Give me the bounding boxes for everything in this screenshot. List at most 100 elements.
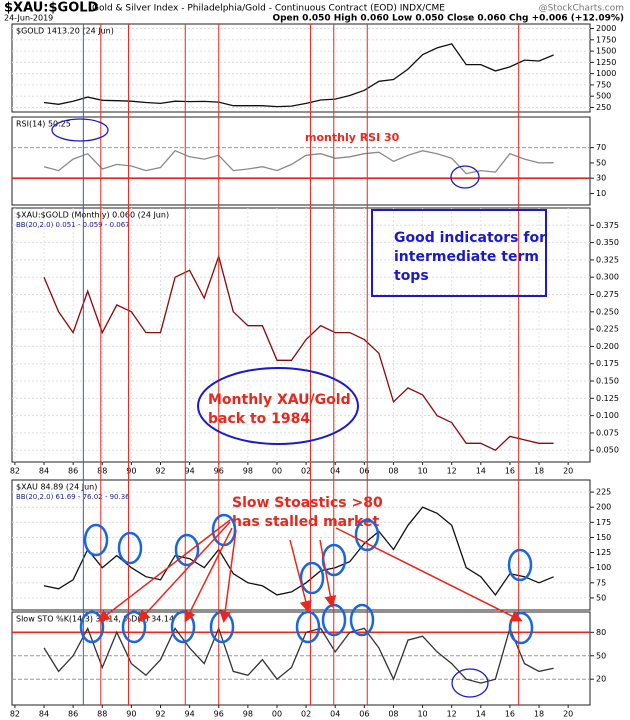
highlight-shape <box>354 518 380 552</box>
x-tick-label: 16 <box>505 467 515 476</box>
x-tick-label: 18 <box>534 467 544 476</box>
date: 24-Jun-2019 <box>4 14 53 23</box>
x-tick-label: 94 <box>185 467 195 476</box>
highlight-shape <box>170 610 196 644</box>
panel-title: RSI(14) 50.25 <box>16 120 71 129</box>
y-tick-label: 175 <box>596 518 611 527</box>
highlight-shape <box>51 118 109 142</box>
y-tick-label: 0.325 <box>596 255 619 264</box>
x-tick-label: 88 <box>97 710 107 719</box>
y-tick-label: 1000 <box>596 69 616 78</box>
x-tick-label: 10 <box>417 710 427 719</box>
y-tick-label: 0.225 <box>596 325 619 334</box>
highlight-shape <box>349 603 375 637</box>
panel <box>11 116 591 206</box>
x-tick-label: 18 <box>534 710 544 719</box>
y-tick-label: 2000 <box>596 24 616 33</box>
y-tick-label: 0.300 <box>596 273 619 282</box>
x-tick-label: 02 <box>301 467 311 476</box>
highlight-shape <box>319 539 337 608</box>
y-tick-label: 200 <box>596 503 611 512</box>
highlight-shape <box>299 561 325 595</box>
panel-title: $XAU:$GOLD (Monthly) 0.060 (24 Jun) <box>16 211 169 220</box>
y-tick-label: 20 <box>596 675 606 684</box>
x-tick-label: 92 <box>155 710 165 719</box>
x-tick-label: 06 <box>359 467 369 476</box>
annotation: monthly RSI 30 <box>305 131 400 144</box>
y-tick-label: 125 <box>596 548 611 557</box>
x-tick-label: 90 <box>126 467 136 476</box>
panel-title: Slow STO %K(14,3) 33.14, %D(3) 34.14 <box>16 615 174 624</box>
x-tick-label: 86 <box>68 710 78 719</box>
panel-subtitle: BB(20,2.0) 61.69 - 76.02 - 90.36 <box>16 493 130 501</box>
y-tick-label: 0.125 <box>596 394 619 403</box>
x-tick-label: 90 <box>126 710 136 719</box>
panel <box>11 611 591 706</box>
x-tick-label: 82 <box>10 710 20 719</box>
y-tick-label: 50 <box>596 593 606 602</box>
x-tick-label: 94 <box>185 710 195 719</box>
highlight-shape <box>289 539 312 613</box>
y-tick-label: 225 <box>596 488 611 497</box>
y-tick-label: 30 <box>596 174 606 183</box>
y-tick-label: 0.175 <box>596 359 619 368</box>
x-tick-label: 04 <box>330 467 340 476</box>
highlight-shape <box>97 519 231 622</box>
annotation: intermediate term <box>394 249 539 265</box>
x-tick-label: 00 <box>272 710 282 719</box>
y-tick-label: 750 <box>596 80 611 89</box>
x-tick-label: 20 <box>563 467 573 476</box>
highlight-shape <box>450 165 480 189</box>
x-tick-label: 08 <box>388 710 398 719</box>
annotation: Slow Stoastics >80 <box>232 495 383 511</box>
x-tick-label: 82 <box>10 467 20 476</box>
x-tick-label: 12 <box>447 467 457 476</box>
x-tick-label: 04 <box>330 710 340 719</box>
highlight-shape <box>507 548 533 582</box>
annotation: Monthly XAU/Gold <box>208 392 351 408</box>
x-tick-label: 92 <box>155 467 165 476</box>
highlight-shape <box>197 367 359 445</box>
panel <box>11 207 591 463</box>
source: @StockCharts.com <box>539 4 624 14</box>
x-tick-label: 10 <box>417 467 427 476</box>
y-tick-label: 0.200 <box>596 342 619 351</box>
y-tick-label: 70 <box>596 143 606 152</box>
highlight-shape <box>117 531 143 565</box>
panel-title: $GOLD 1413.20 (24 Jun) <box>16 27 114 36</box>
x-tick-label: 14 <box>476 467 486 476</box>
y-tick-label: 1750 <box>596 35 616 44</box>
highlight-shape <box>451 668 489 698</box>
highlight-shape <box>83 523 109 557</box>
page-subtitle: Gold & Silver Index - Philadelphia/Gold … <box>92 4 445 14</box>
y-tick-label: 0.250 <box>596 307 619 316</box>
x-tick-label: 84 <box>39 710 49 719</box>
y-tick-label: 500 <box>596 92 611 101</box>
x-tick-label: 00 <box>272 467 282 476</box>
x-tick-label: 06 <box>359 710 369 719</box>
highlight-shape <box>79 610 105 644</box>
y-tick-label: 75 <box>596 578 606 587</box>
x-tick-label: 16 <box>505 710 515 719</box>
annotation: tops <box>394 268 429 284</box>
panel <box>11 479 591 611</box>
y-tick-label: 0.275 <box>596 290 619 299</box>
y-tick-label: 250 <box>596 103 611 112</box>
y-tick-label: 1500 <box>596 47 616 56</box>
y-tick-label: 0.375 <box>596 221 619 230</box>
page-title: $XAU:$GOLD <box>4 1 99 16</box>
highlight-shape <box>137 521 231 623</box>
highlight-shape <box>174 533 200 567</box>
x-tick-label: 08 <box>388 467 398 476</box>
x-tick-label: 84 <box>39 467 49 476</box>
y-tick-label: 150 <box>596 533 611 542</box>
y-tick-label: 0.100 <box>596 411 619 420</box>
panel-subtitle: BB(20,2.0) 0.051 - 0.059 - 0.067 <box>16 221 130 229</box>
x-tick-label: 96 <box>214 710 224 719</box>
x-tick-label: 88 <box>97 467 107 476</box>
highlight-shape <box>121 610 147 644</box>
y-tick-label: 10 <box>596 189 606 198</box>
highlight-shape <box>184 527 233 623</box>
x-tick-label: 12 <box>447 710 457 719</box>
x-tick-label: 98 <box>243 710 253 719</box>
